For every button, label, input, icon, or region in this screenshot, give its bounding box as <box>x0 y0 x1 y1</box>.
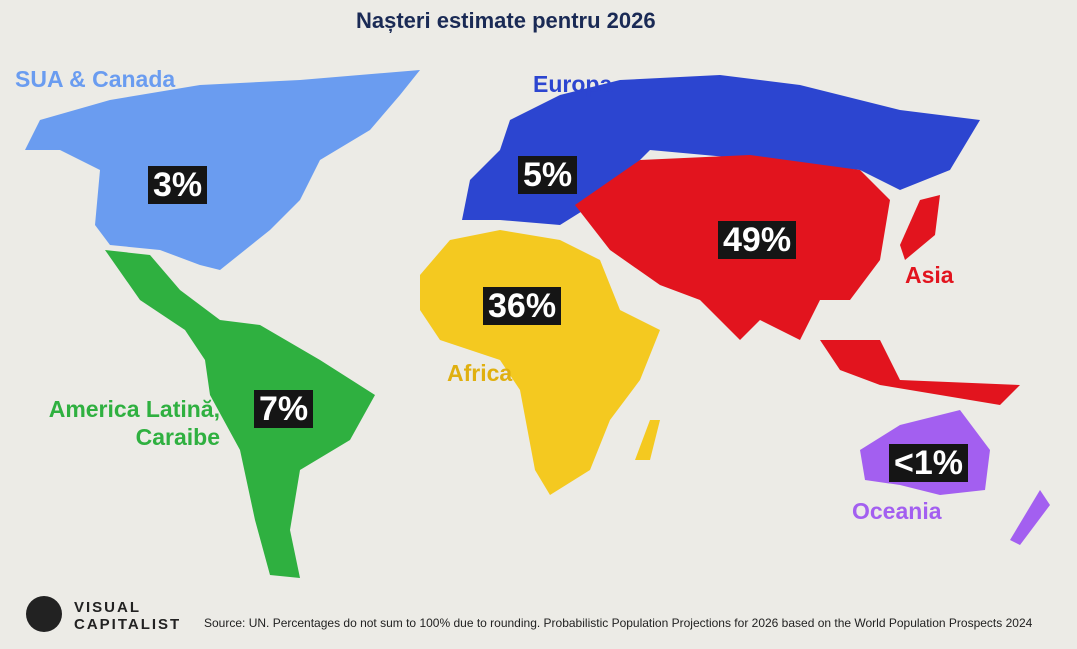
north-america <box>25 70 420 270</box>
japan <box>900 195 940 260</box>
share-label: <1% <box>889 444 968 482</box>
logo-icon <box>26 596 62 632</box>
latin-america <box>105 250 375 578</box>
source: Source: UN. Percentages do not sum to 10… <box>204 616 1033 630</box>
region-name: Oceania <box>852 498 942 524</box>
new-zealand <box>1010 490 1050 545</box>
region-name: Asia <box>905 262 954 288</box>
madagascar <box>635 420 660 460</box>
europe <box>462 75 980 225</box>
share-label: 36% <box>483 287 562 325</box>
asia-islands <box>820 340 1020 405</box>
region-name: Africa <box>447 360 513 386</box>
share-label: 49% <box>718 221 797 259</box>
africa <box>420 230 660 495</box>
logo-text: VISUAL <box>74 599 141 616</box>
region-name: Europa <box>533 71 613 97</box>
region-name: SUA & Canada <box>15 66 176 92</box>
share-label: 7% <box>254 390 314 428</box>
region-name: America Latină, Caraibe <box>48 396 220 450</box>
title: Nașteri estimate pentru 2026 <box>356 8 656 33</box>
share-label: 3% <box>148 166 208 204</box>
share-label: 5% <box>518 156 578 194</box>
logo-text: CAPITALIST <box>74 616 181 633</box>
